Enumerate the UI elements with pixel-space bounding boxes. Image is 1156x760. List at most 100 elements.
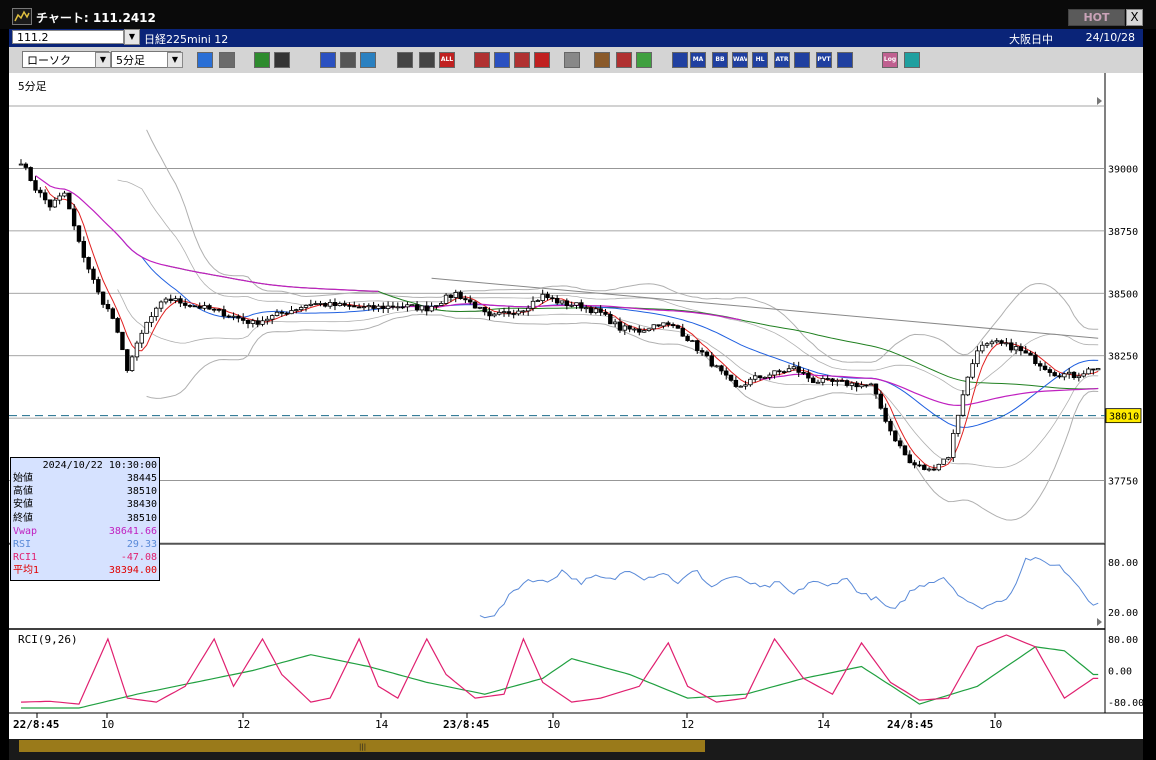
hl-button[interactable]: HL bbox=[752, 52, 768, 68]
ma-button[interactable]: MA bbox=[690, 52, 706, 68]
scrollbar-thumb[interactable]: ||| bbox=[19, 740, 705, 752]
time-tick-label: 23/8:45 bbox=[443, 718, 489, 731]
candle-body bbox=[574, 302, 579, 306]
data-window: 2024/10/22 10:30:00 始値 38445 高値 38510 安値 3843… bbox=[10, 457, 160, 581]
crosshair-button[interactable] bbox=[534, 52, 550, 68]
candle-body bbox=[777, 370, 782, 373]
chart-canvas[interactable]: 39000 38750 38500 38250 37750 38010 80.00 20.00… bbox=[9, 73, 1144, 739]
pen-button[interactable] bbox=[254, 52, 270, 68]
log-button[interactable]: Log bbox=[882, 52, 898, 68]
candle-body bbox=[1057, 375, 1062, 378]
candle-body bbox=[646, 328, 652, 332]
price-tick-label: 38750 bbox=[1108, 227, 1138, 238]
all-button[interactable]: ALL bbox=[439, 52, 455, 68]
grid-button[interactable] bbox=[514, 52, 530, 68]
split-button[interactable] bbox=[219, 52, 235, 68]
data-window-value: 38510 bbox=[126, 512, 157, 524]
wave-button[interactable]: WAVE bbox=[732, 52, 748, 68]
trash-button[interactable] bbox=[360, 52, 376, 68]
timeframe-select[interactable]: 5分足 bbox=[111, 51, 181, 68]
candle-body bbox=[1086, 368, 1091, 375]
all-icon: ALL bbox=[440, 56, 454, 63]
chart-area[interactable]: 39000 38750 38500 38250 37750 38010 80.00 20.00… bbox=[9, 73, 1144, 739]
candle-body bbox=[941, 458, 946, 465]
candle-body bbox=[212, 308, 217, 311]
rci-tick-label: 0.00 bbox=[1108, 667, 1132, 678]
line-button[interactable] bbox=[274, 52, 290, 68]
candle-body bbox=[67, 192, 72, 210]
candle-body bbox=[347, 304, 352, 307]
chart-type-select[interactable]: ローソク bbox=[22, 51, 109, 68]
candle-body bbox=[139, 332, 144, 344]
data-window-key: 高値 bbox=[13, 486, 33, 498]
rci-pane-label: RCI(9,26) bbox=[18, 633, 78, 646]
candle-body bbox=[269, 315, 275, 320]
session-label: 大阪日中 bbox=[1009, 33, 1053, 46]
pvt-button[interactable]: PVT bbox=[816, 52, 832, 68]
candle-body bbox=[323, 302, 328, 307]
candle-body bbox=[868, 383, 874, 386]
eq-button[interactable] bbox=[794, 52, 810, 68]
grip-icon: ||| bbox=[359, 743, 367, 751]
candle-body bbox=[265, 318, 270, 322]
candle-body bbox=[583, 307, 589, 310]
candle-body bbox=[598, 308, 603, 313]
timeframe-dropdown-button[interactable]: ▼ bbox=[167, 52, 183, 68]
atr-button[interactable]: ATR bbox=[774, 52, 790, 68]
settings-button[interactable] bbox=[594, 52, 610, 68]
candle-body bbox=[332, 302, 338, 307]
box-button[interactable] bbox=[837, 52, 853, 68]
bb-button[interactable]: BB bbox=[712, 52, 728, 68]
candle-body bbox=[294, 309, 299, 312]
export-button[interactable] bbox=[904, 52, 920, 68]
candle-body bbox=[38, 189, 43, 194]
candle-body bbox=[207, 305, 212, 310]
chevron-down-icon: ▼ bbox=[128, 32, 136, 41]
candle-body bbox=[260, 320, 265, 325]
candle-body bbox=[23, 163, 29, 168]
palette-button[interactable] bbox=[636, 52, 652, 68]
cand2-button[interactable] bbox=[419, 52, 435, 68]
alert-button[interactable] bbox=[564, 52, 580, 68]
candle-body bbox=[105, 303, 111, 310]
candle-body bbox=[545, 293, 550, 299]
bollinger-inner-lower-line bbox=[117, 289, 1099, 468]
rsi-tick-label: 20.00 bbox=[1108, 608, 1138, 619]
candle-body bbox=[52, 199, 58, 208]
candle-body bbox=[955, 414, 961, 434]
candle-body bbox=[888, 420, 893, 432]
chart-scrollbar[interactable]: ||| bbox=[9, 739, 1143, 760]
sigma-button[interactable] bbox=[672, 52, 688, 68]
hand-button[interactable] bbox=[474, 52, 490, 68]
hot-button[interactable]: HOT bbox=[1068, 9, 1125, 26]
copy-button[interactable] bbox=[340, 52, 356, 68]
candle-body bbox=[1004, 342, 1009, 345]
symbol-code-input[interactable]: 111.2 bbox=[12, 30, 124, 44]
search2-button[interactable] bbox=[494, 52, 510, 68]
brush-button[interactable] bbox=[616, 52, 632, 68]
cursor-button[interactable] bbox=[320, 52, 336, 68]
candle-body bbox=[603, 312, 608, 315]
cand1-button[interactable] bbox=[397, 52, 413, 68]
candle-body bbox=[144, 321, 149, 334]
app-chart-icon bbox=[12, 8, 32, 25]
zoom-button[interactable] bbox=[197, 52, 213, 68]
candle-body bbox=[158, 301, 164, 309]
candle-body bbox=[1052, 372, 1057, 377]
time-tick-label: 12 bbox=[681, 718, 694, 731]
close-button[interactable]: X bbox=[1126, 9, 1143, 26]
candle-body bbox=[414, 304, 420, 311]
candle-body bbox=[564, 300, 570, 306]
candle-body bbox=[902, 445, 908, 456]
chart-type-dropdown-button[interactable]: ▼ bbox=[95, 52, 111, 68]
candle-body bbox=[168, 298, 173, 301]
candle-body bbox=[279, 311, 285, 314]
symbol-dropdown-button[interactable]: ▼ bbox=[124, 29, 140, 45]
data-window-key: 平均1 bbox=[13, 565, 40, 577]
candle-body bbox=[356, 306, 362, 309]
candle-body bbox=[656, 324, 661, 327]
candle-body bbox=[550, 297, 555, 300]
candle-body bbox=[704, 351, 710, 357]
data-window-row: 安値 38430 bbox=[13, 498, 157, 511]
candle-body bbox=[859, 384, 864, 388]
